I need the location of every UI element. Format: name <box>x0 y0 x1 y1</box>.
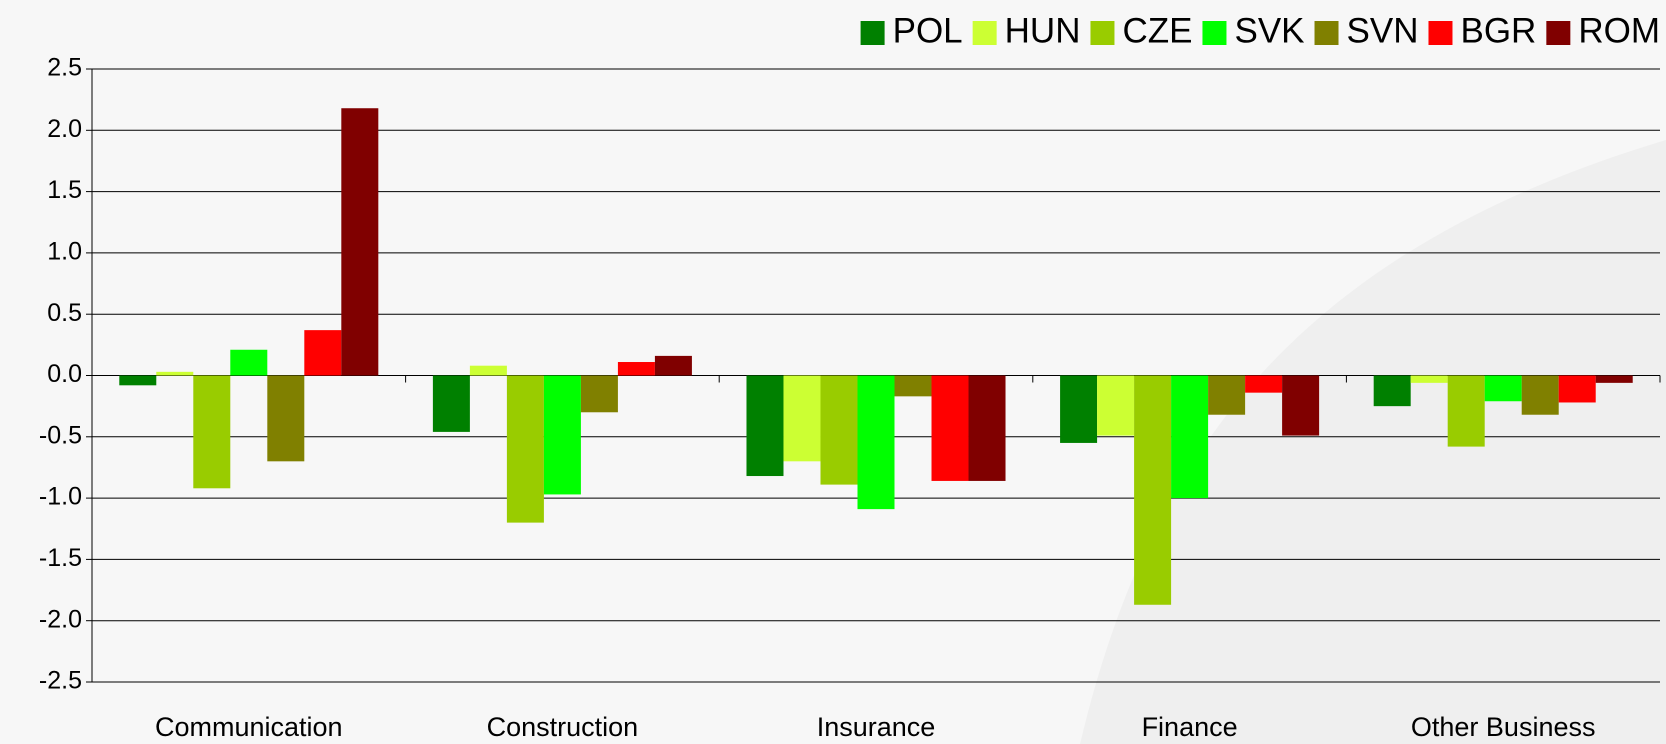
legend-label: SVK <box>1234 11 1304 50</box>
bar <box>820 375 858 485</box>
x-tick-label: Construction <box>487 712 639 742</box>
bar <box>469 365 507 376</box>
bar <box>654 355 692 376</box>
y-tick-label: -1.5 <box>39 544 82 572</box>
bar <box>1060 375 1098 443</box>
y-tick-label: -2.0 <box>39 605 82 633</box>
bar <box>341 108 379 376</box>
x-tick-label: Finance <box>1142 712 1238 742</box>
bar <box>1558 375 1596 403</box>
bar <box>1171 375 1209 499</box>
y-tick-label: 0.5 <box>47 299 82 327</box>
bar <box>968 375 1006 481</box>
legend-swatch <box>1202 21 1227 45</box>
y-tick-label: 0.0 <box>47 360 82 388</box>
bar <box>1373 375 1411 407</box>
legend-swatch <box>1546 21 1571 45</box>
legend-swatch <box>1428 21 1453 45</box>
y-tick-label: -1.0 <box>39 483 82 511</box>
legend-label: SVN <box>1347 11 1419 50</box>
y-tick-label: 1.5 <box>47 176 82 204</box>
y-tick-label: 2.0 <box>47 115 82 143</box>
bar <box>1595 375 1633 383</box>
bar <box>230 349 268 376</box>
legend-swatch <box>972 21 997 45</box>
x-tick-label: Insurance <box>817 712 936 742</box>
bar <box>783 375 821 462</box>
bar <box>580 375 618 413</box>
bar <box>304 330 342 376</box>
legend-swatch <box>1314 21 1339 45</box>
bar <box>857 375 895 510</box>
bar <box>1134 375 1172 605</box>
bar <box>1484 375 1522 402</box>
legend-label: ROM <box>1578 11 1660 50</box>
legend-swatch <box>860 21 885 45</box>
bar <box>1245 375 1283 393</box>
legend-label: BGR <box>1460 11 1536 50</box>
y-tick-label: 2.5 <box>47 54 82 82</box>
bar <box>432 375 470 432</box>
bar <box>1097 375 1135 436</box>
legend-label: HUN <box>1005 11 1081 50</box>
bar <box>1410 375 1448 383</box>
bar <box>1208 375 1246 415</box>
bar <box>506 375 544 523</box>
y-tick-label: -0.5 <box>39 421 82 449</box>
bar <box>746 375 784 477</box>
x-tick-label: Other Business <box>1411 712 1596 742</box>
x-tick-label: Communication <box>155 712 343 742</box>
bar <box>267 375 305 462</box>
legend-label: CZE <box>1122 11 1192 50</box>
bar <box>894 375 932 397</box>
background-swoosh <box>1080 140 1666 744</box>
legend-label: POL <box>893 11 963 50</box>
bar <box>193 375 231 489</box>
bar <box>119 375 157 386</box>
bar <box>1447 375 1485 447</box>
bar <box>156 371 194 376</box>
bar <box>617 362 655 376</box>
bar <box>543 375 581 495</box>
legend-swatch <box>1090 21 1115 45</box>
bar <box>1521 375 1559 415</box>
y-tick-label: -2.5 <box>39 667 82 695</box>
y-tick-label: 1.0 <box>47 238 82 266</box>
bar <box>931 375 969 481</box>
bar <box>1282 375 1320 436</box>
